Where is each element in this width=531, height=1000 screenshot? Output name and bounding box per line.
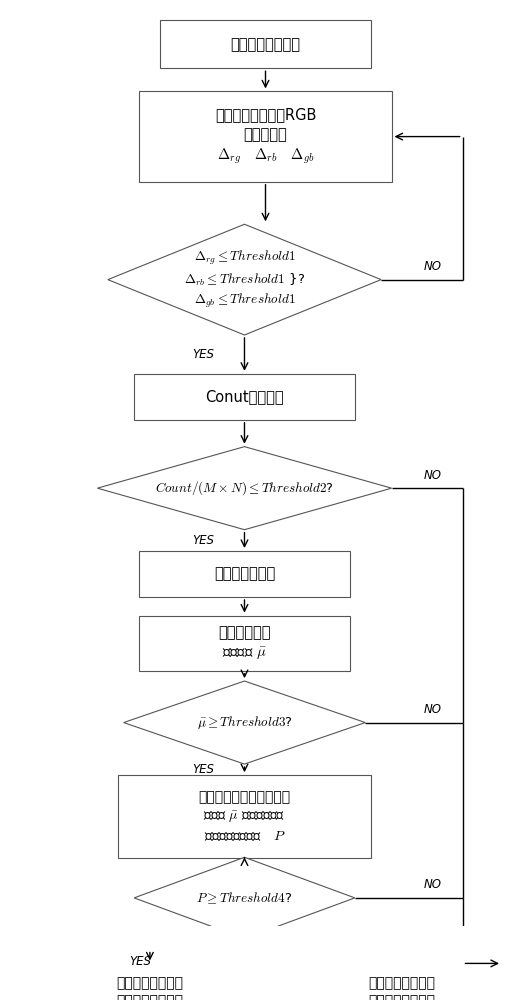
Text: YES: YES [129, 955, 151, 968]
Text: 统计单帧所有像素RGB
三个通道差
$\Delta_{rg}$   $\Delta_{rb}$   $\Delta_{gb}$: 统计单帧所有像素RGB 三个通道差 $\Delta_{rg}$ $\Delta_… [215, 107, 316, 166]
Text: YES: YES [192, 534, 214, 547]
Text: 按照白天视频图像
烟火检测算法处理: 按照白天视频图像 烟火检测算法处理 [116, 976, 183, 1000]
Text: Conut计数累加: Conut计数累加 [205, 389, 284, 404]
Text: YES: YES [192, 348, 214, 361]
Polygon shape [124, 681, 365, 764]
Text: $P\geq Threshold4$?: $P\geq Threshold4$? [196, 890, 293, 906]
Text: $Count/(M\times N)\leq Threshold2$?: $Count/(M\times N)\leq Threshold2$? [155, 479, 334, 497]
Text: 彩色图像灰度化: 彩色图像灰度化 [214, 566, 275, 581]
Text: $\Delta_{rg}\leq Threshold1$
$\Delta_{rb}\leq Threshold1$ }?
$\Delta_{gb}\leq Th: $\Delta_{rg}\leq Threshold1$ $\Delta_{rb… [184, 249, 305, 310]
Text: NO: NO [424, 878, 441, 891]
FancyBboxPatch shape [134, 374, 355, 420]
Text: 统计单帧图像内灰度值大
于均值 $\bar{\mu}$ 的像素数目占
总像素数目的比例   $P$: 统计单帧图像内灰度值大 于均值 $\bar{\mu}$ 的像素数目占 总像素数目… [199, 790, 290, 843]
Polygon shape [134, 857, 355, 939]
FancyBboxPatch shape [50, 963, 250, 1000]
Text: 计算单帧图像
灰度均值 $\bar{\mu}$: 计算单帧图像 灰度均值 $\bar{\mu}$ [218, 625, 271, 662]
Text: NO: NO [424, 260, 441, 273]
Text: NO: NO [424, 469, 441, 482]
Text: NO: NO [424, 703, 441, 716]
Polygon shape [97, 447, 391, 530]
FancyBboxPatch shape [140, 616, 349, 671]
Text: 按照夜晚视频图像
烟火检测算法处理: 按照夜晚视频图像 烟火检测算法处理 [369, 976, 435, 1000]
Text: 原始视频图像输入: 原始视频图像输入 [230, 37, 301, 52]
FancyBboxPatch shape [302, 963, 502, 1000]
FancyBboxPatch shape [118, 775, 371, 858]
Text: YES: YES [192, 763, 214, 776]
FancyBboxPatch shape [140, 551, 349, 597]
Polygon shape [108, 224, 381, 335]
FancyBboxPatch shape [140, 91, 391, 182]
FancyBboxPatch shape [160, 20, 371, 68]
Text: $\bar{\mu}\geq Threshold3$?: $\bar{\mu}\geq Threshold3$? [196, 714, 293, 731]
